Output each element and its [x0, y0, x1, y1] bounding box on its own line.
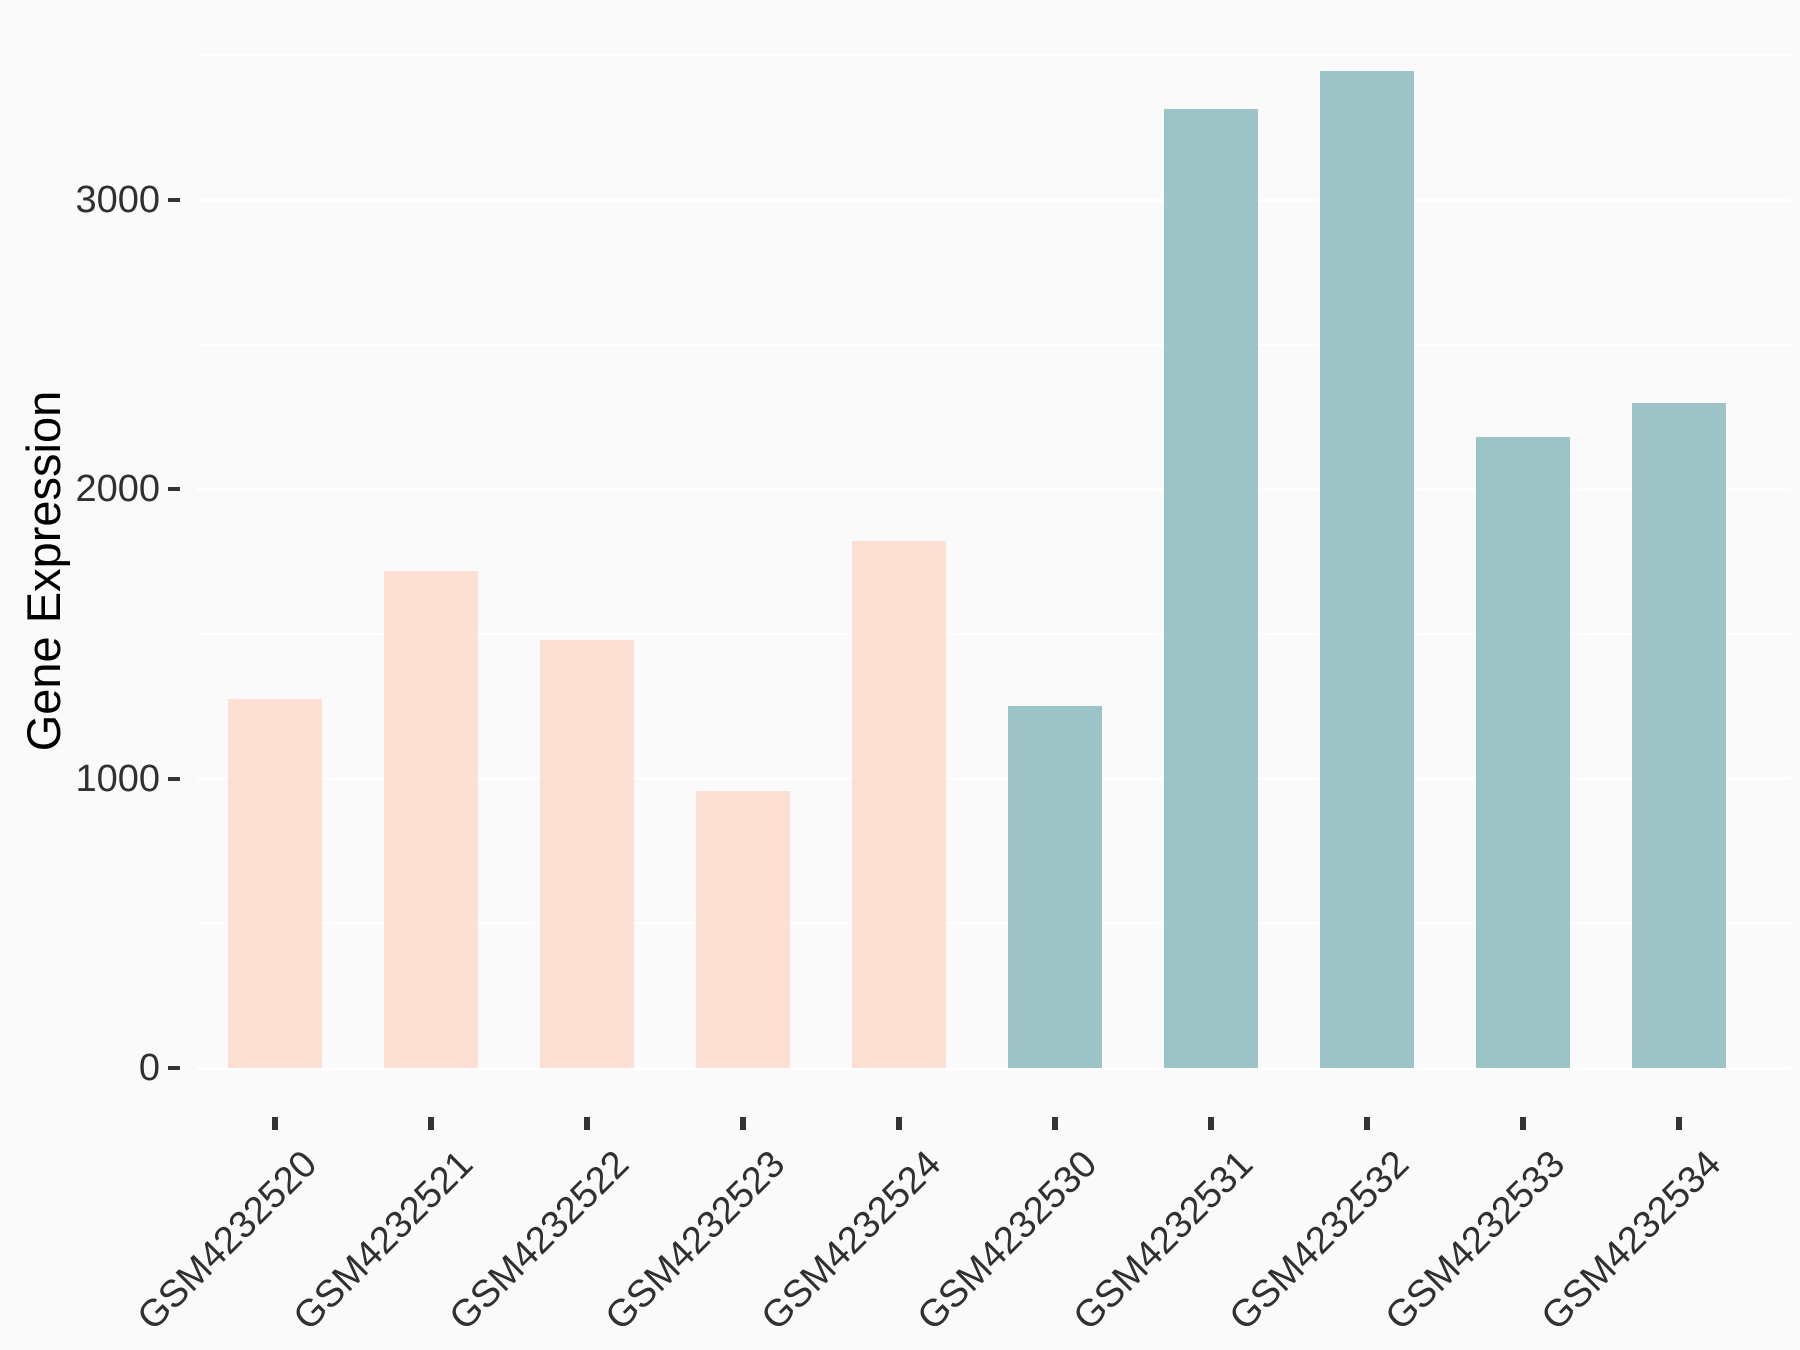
y-tick-mark: [168, 487, 180, 492]
bar-GSM4232521: [384, 570, 478, 1068]
x-tick-mark: [1208, 1117, 1214, 1130]
x-tick-mark: [1520, 1117, 1526, 1130]
bar-GSM4232524: [852, 540, 946, 1068]
bar-GSM4232530: [1008, 705, 1102, 1068]
x-tick-mark: [740, 1117, 746, 1130]
y-tick-label: 3000: [75, 179, 160, 221]
x-tick-mark: [584, 1117, 590, 1130]
y-tick-label: 2000: [75, 468, 160, 511]
gridline-minor: [197, 343, 1791, 346]
bar-GSM4232522: [540, 639, 634, 1068]
gridline-minor: [197, 633, 1791, 635]
x-tick-mark: [1676, 1117, 1682, 1130]
gridline-major: [197, 198, 1791, 202]
y-tick-mark: [168, 198, 180, 202]
x-tick-mark: [1364, 1117, 1370, 1130]
y-tick-label: 1000: [75, 757, 160, 800]
bar-GSM4232531: [1164, 109, 1258, 1068]
bar-GSM4232532: [1320, 71, 1414, 1068]
y-tick-mark: [168, 1066, 180, 1070]
gridline-major: [197, 777, 1791, 781]
bar-GSM4232520: [228, 699, 322, 1068]
x-tick-mark: [1052, 1117, 1058, 1130]
bar-GSM4232534: [1632, 403, 1726, 1068]
y-tick-label: 0: [138, 1047, 160, 1089]
x-tick-mark: [272, 1117, 278, 1130]
bar-GSM4232523: [696, 790, 790, 1068]
x-tick-mark: [428, 1117, 434, 1130]
y-tick-mark: [168, 776, 180, 781]
gridline-major: [197, 1066, 1791, 1070]
bar-GSM4232533: [1476, 437, 1570, 1068]
x-tick-mark: [896, 1117, 902, 1130]
gridline-major: [197, 487, 1791, 491]
gridline-minor: [197, 54, 1791, 57]
gridline-minor: [197, 922, 1791, 925]
